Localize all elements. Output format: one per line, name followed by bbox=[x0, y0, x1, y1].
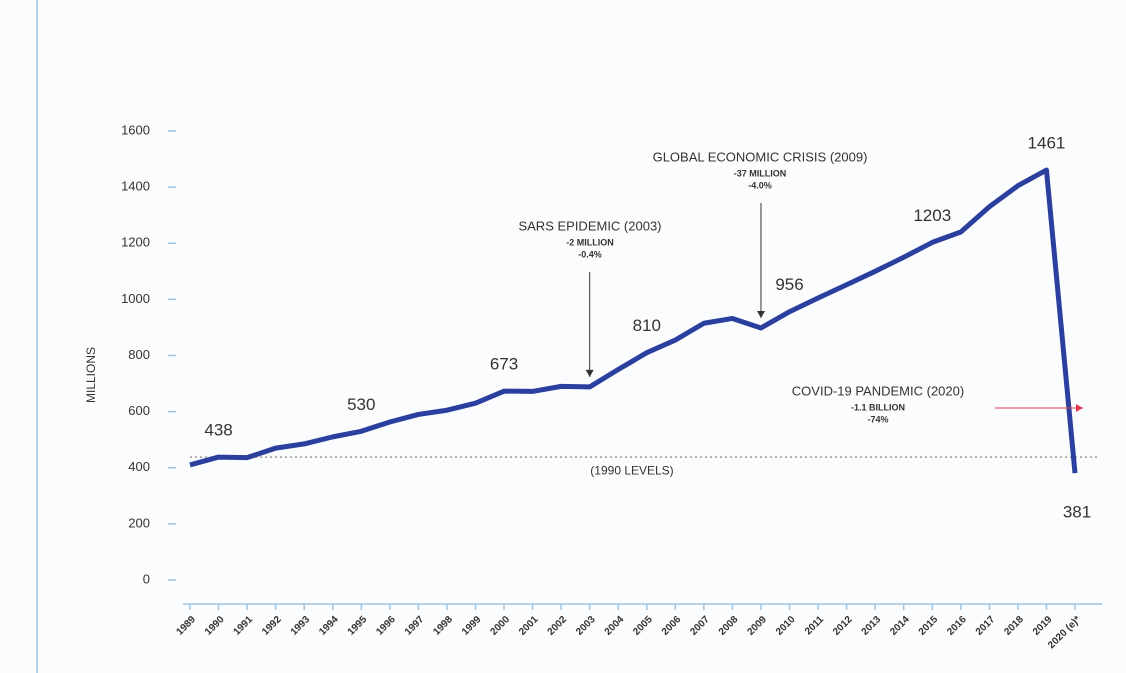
data-label: 381 bbox=[1063, 503, 1091, 522]
y-tick-label: 0 bbox=[143, 571, 150, 586]
y-tick-label: 400 bbox=[128, 459, 150, 474]
annotation-detail: -37 MILLION bbox=[734, 168, 787, 178]
data-label: 673 bbox=[490, 355, 518, 374]
data-label: 438 bbox=[204, 421, 232, 440]
y-tick-label: 1000 bbox=[121, 291, 150, 306]
annotation-detail: -74% bbox=[867, 414, 888, 424]
arrow-head bbox=[1076, 404, 1083, 412]
y-tick-label: 800 bbox=[128, 347, 150, 362]
y-tick-label: 200 bbox=[128, 515, 150, 530]
arrow-head bbox=[756, 310, 765, 318]
y-tick-label: 1200 bbox=[121, 235, 150, 250]
reference-label: (1990 LEVELS) bbox=[590, 463, 673, 477]
annotation-title: GLOBAL ECONOMIC CRISIS (2009) bbox=[653, 149, 868, 164]
y-tick-label: 1400 bbox=[121, 179, 150, 194]
data-label: 810 bbox=[633, 316, 661, 335]
annotation-detail: -4.0% bbox=[748, 180, 772, 190]
line-series bbox=[189, 167, 1078, 474]
y-tick-label: 1600 bbox=[121, 122, 150, 137]
data-label: 1203 bbox=[913, 206, 951, 225]
annotation-title: COVID-19 PANDEMIC (2020) bbox=[792, 383, 964, 398]
arrow-head bbox=[585, 369, 594, 377]
data-label: 1461 bbox=[1028, 133, 1066, 152]
annotation-detail: -2 MILLION bbox=[566, 237, 614, 247]
y-tick-label: 600 bbox=[128, 403, 150, 418]
data-label: 530 bbox=[347, 395, 375, 414]
annotation-title: SARS EPIDEMIC (2003) bbox=[518, 218, 661, 233]
annotation-detail: -0.4% bbox=[578, 249, 602, 259]
data-label: 956 bbox=[775, 275, 803, 294]
annotation-detail: -1.1 BILLION bbox=[851, 402, 905, 412]
y-axis-label: MILLIONS bbox=[84, 347, 98, 403]
